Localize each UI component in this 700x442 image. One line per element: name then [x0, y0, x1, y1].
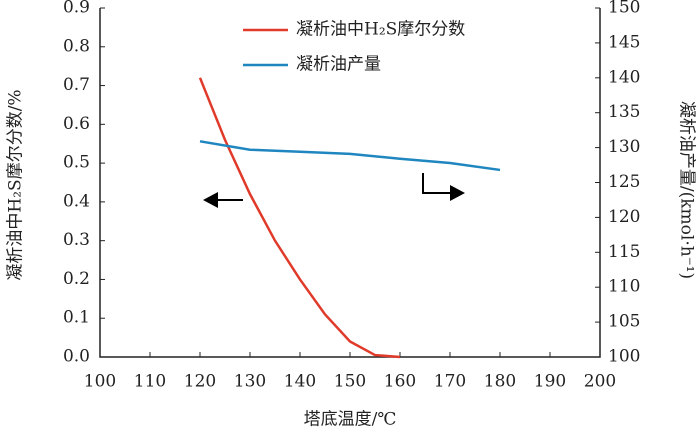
- y2-tick-label: 140: [608, 67, 640, 87]
- y2-tick-label: 135: [608, 102, 640, 122]
- x-tick-label: 160: [384, 372, 416, 392]
- x-tick-label: 150: [334, 372, 366, 392]
- x-tick-label: 100: [84, 372, 116, 392]
- legend-label: 凝析油中H₂S摩尔分数: [296, 20, 465, 40]
- y2-tick-label: 145: [608, 32, 640, 52]
- y-tick-label: 0.4: [63, 191, 90, 211]
- y-tick-label: 0.6: [63, 114, 90, 134]
- y2-tick-label: 125: [608, 172, 640, 192]
- x-tick-label: 200: [584, 372, 616, 392]
- y2-tick-label: 105: [608, 312, 640, 332]
- y-tick-label: 0.5: [63, 153, 90, 173]
- x-tick-label: 130: [234, 372, 266, 392]
- arrow-left: [203, 192, 243, 208]
- x-tick-label: 120: [184, 372, 216, 392]
- y-tick-label: 0.3: [63, 230, 90, 250]
- x-tick-label: 180: [484, 372, 516, 392]
- y-tick-label: 0.7: [63, 75, 90, 95]
- y-tick-label: 0.2: [63, 269, 90, 289]
- y-tick-label: 0.0: [63, 347, 90, 367]
- legend-label: 凝析油产量: [296, 55, 381, 75]
- x-tick-label: 170: [434, 372, 466, 392]
- y2-tick-label: 150: [608, 0, 640, 18]
- y-tick-label: 0.1: [63, 308, 90, 328]
- y-tick-label: 0.8: [63, 36, 90, 56]
- y2-tick-label: 110: [608, 277, 640, 297]
- x-tick-label: 110: [134, 372, 166, 392]
- y2-tick-label: 120: [608, 207, 640, 227]
- x-axis-label: 塔底温度/℃: [304, 410, 397, 430]
- y2-tick-label: 130: [608, 137, 640, 157]
- series-line: [198, 77, 401, 359]
- series-line: [199, 140, 501, 172]
- y2-tick-label: 115: [608, 242, 640, 262]
- y-axis-label: 凝析油中H₂S摩尔分数/%: [6, 89, 26, 280]
- y-tick-label: 0.9: [63, 0, 90, 18]
- y2-tick-label: 100: [608, 347, 640, 367]
- arrow-right: [422, 173, 465, 201]
- y2-axis-label: 凝析油产量/(kmol·h⁻¹): [677, 101, 697, 279]
- x-tick-label: 190: [534, 372, 566, 392]
- x-tick-label: 140: [284, 372, 316, 392]
